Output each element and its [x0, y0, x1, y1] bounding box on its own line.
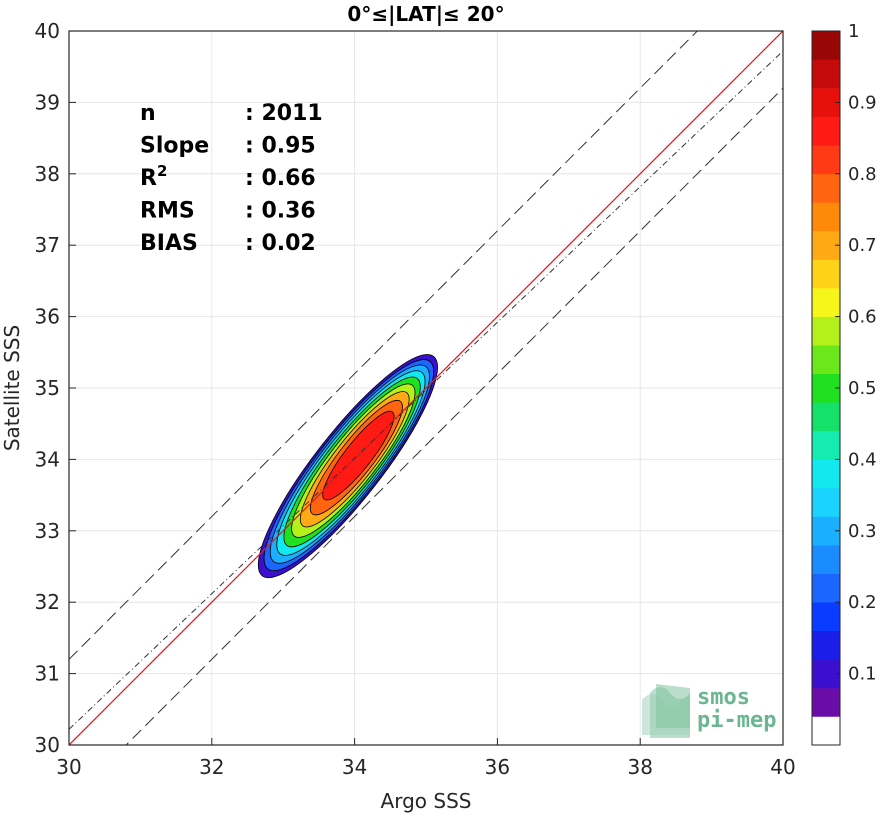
colorbar-segment — [812, 259, 840, 289]
colorbar-tick-label: 0.7 — [848, 235, 877, 256]
colorbar-tick-label: 0.9 — [848, 92, 877, 113]
colorbar: 0.1 0.2 0.3 0.4 0.5 0.6 0.7 0.8 0.9 1 — [811, 21, 877, 746]
colorbar-segment — [812, 459, 840, 489]
x-tick-label: 34 — [342, 755, 367, 779]
colorbar-segment — [812, 345, 840, 375]
logo-waves-icon — [642, 684, 690, 738]
y-tick-label: 30 — [35, 733, 60, 757]
colorbar-segment — [812, 487, 840, 517]
colorbar-segment — [812, 145, 840, 175]
upper-bound-line — [69, 31, 699, 660]
y-tick-label: 36 — [35, 305, 60, 329]
grid-lines — [68, 30, 784, 746]
stat-label: RMS — [140, 199, 195, 224]
stat-label: BIAS — [140, 231, 198, 256]
colorbar-tick-label: 0.1 — [848, 664, 877, 685]
y-axis-ticks: 30 31 32 33 34 35 36 37 38 39 40 — [35, 19, 76, 757]
colorbar-tick-label: 0.8 — [848, 164, 877, 185]
x-tick-label: 30 — [56, 755, 81, 779]
colorbar-segment — [812, 288, 840, 317]
colorbar-segment — [812, 116, 840, 146]
colorbar-segment — [812, 602, 840, 632]
y-axis-label: Satellite SSS — [0, 325, 24, 451]
stat-label: Slope — [140, 134, 209, 159]
x-axis-ticks: 30 32 34 36 38 40 — [56, 738, 796, 779]
y-tick-label: 34 — [35, 447, 60, 471]
identity-line — [69, 31, 783, 745]
colorbar-segment — [812, 31, 840, 60]
colorbar-tick-label: 0.4 — [848, 449, 877, 470]
regression-line — [69, 50, 783, 730]
chart-title: 0°≤|LAT|≤ 20° — [347, 2, 504, 26]
y-tick-label: 39 — [35, 90, 60, 114]
logo-text-pi-mep: pi-mep — [697, 708, 776, 733]
colorbar-segment — [812, 545, 840, 574]
x-tick-label: 32 — [199, 755, 224, 779]
colorbar-tick-label: 0.6 — [848, 307, 877, 328]
colorbar-tick-label: 0.3 — [848, 521, 877, 542]
colorbar-tick-label: 0.2 — [848, 592, 877, 613]
colorbar-segment — [812, 316, 840, 346]
colorbar-segment — [812, 173, 840, 203]
colorbar-segment — [812, 59, 840, 89]
stat-value: : 2011 — [245, 101, 323, 126]
colorbar-tick-label: 0.5 — [848, 378, 877, 399]
stat-value: : 0.36 — [245, 199, 316, 224]
y-tick-label: 33 — [35, 519, 60, 543]
y-tick-label: 35 — [35, 376, 60, 400]
smos-pi-mep-logo: smos pi-mep — [642, 684, 776, 738]
colorbar-segment — [812, 716, 840, 746]
y-tick-label: 40 — [35, 19, 60, 43]
colorbar-segment — [812, 630, 840, 660]
stat-label: n — [140, 101, 156, 126]
x-tick-label: 40 — [770, 755, 795, 779]
logo-text-smos: smos — [697, 685, 750, 710]
stat-value: : 0.66 — [245, 166, 316, 191]
x-tick-label: 38 — [627, 755, 652, 779]
colorbar-segment — [812, 402, 840, 432]
x-axis-label: Argo SSS — [381, 789, 472, 813]
colorbar-segment — [812, 687, 840, 717]
lower-bound-line — [125, 87, 783, 745]
colorbar-segment — [812, 202, 840, 232]
stat-value: : 0.02 — [245, 231, 316, 256]
colorbar-segment — [812, 573, 840, 603]
reference-lines — [69, 31, 783, 745]
stat-value: : 0.95 — [245, 134, 316, 159]
y-tick-label: 32 — [35, 590, 60, 614]
x-tick-label: 36 — [485, 755, 510, 779]
y-tick-label: 37 — [35, 233, 60, 257]
y-tick-label: 31 — [35, 662, 60, 686]
colorbar-tick-label: 1 — [848, 21, 859, 42]
colorbar-segment — [812, 430, 840, 460]
y-tick-label: 38 — [35, 162, 60, 186]
stat-label-superscript: 2 — [157, 162, 167, 180]
